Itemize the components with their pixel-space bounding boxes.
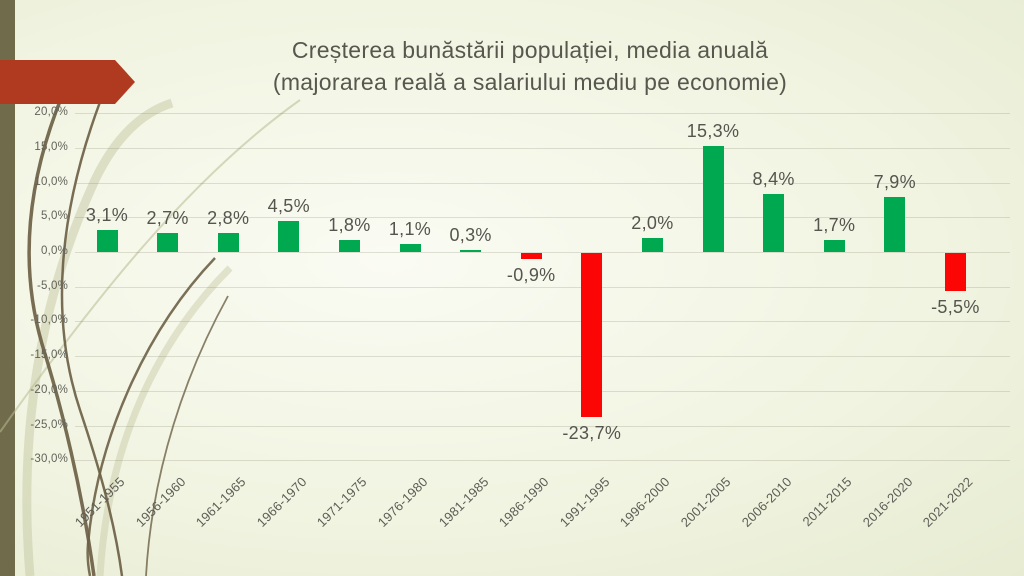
y-axis-label: -15,0% bbox=[30, 349, 68, 362]
gridline bbox=[75, 321, 1010, 323]
bar-value-label: 7,9% bbox=[873, 172, 916, 193]
y-axis-label: -30,0% bbox=[30, 453, 68, 466]
x-axis-label: 2001-2005 bbox=[677, 474, 734, 530]
bar bbox=[641, 238, 663, 252]
x-axis-label: 2011-2015 bbox=[799, 474, 855, 530]
bar-value-label: -0,9% bbox=[506, 265, 556, 286]
x-axis-label: 1981-1985 bbox=[435, 474, 492, 530]
x-axis-label: 1971-1975 bbox=[314, 474, 371, 530]
bar bbox=[217, 232, 239, 252]
x-axis-label: 2006-2010 bbox=[738, 474, 795, 530]
x-axis-label: 2016-2020 bbox=[859, 474, 916, 530]
y-axis-label: -25,0% bbox=[30, 418, 68, 431]
bar bbox=[338, 239, 360, 252]
slide-title: Creșterea bunăstării populației, media a… bbox=[100, 34, 960, 98]
gridline bbox=[75, 252, 1010, 253]
bar-value-label: 15,3% bbox=[686, 120, 740, 141]
bar bbox=[278, 220, 300, 252]
gridline bbox=[75, 425, 1010, 427]
slide-title-line2: (majorarea reală a salariului mediu pe e… bbox=[272, 69, 788, 95]
bar bbox=[399, 244, 421, 252]
bar bbox=[884, 197, 906, 252]
y-axis-label: 0,0% bbox=[40, 245, 68, 257]
x-axis-label: 1966-1970 bbox=[253, 474, 310, 530]
gridline bbox=[75, 390, 1010, 392]
x-axis-label: 1961-1965 bbox=[192, 474, 249, 530]
bar bbox=[823, 240, 845, 252]
bar-value-label: 1,1% bbox=[388, 219, 432, 240]
gridline bbox=[75, 356, 1010, 358]
bar-value-label: 0,3% bbox=[449, 224, 492, 245]
bar bbox=[944, 253, 966, 292]
x-axis-label: 2021-2022 bbox=[920, 474, 977, 530]
gridline bbox=[75, 147, 1010, 149]
gridline bbox=[75, 182, 1010, 184]
x-axis-label: 1951-1955 bbox=[71, 474, 128, 530]
x-axis-label: 1996-2000 bbox=[617, 474, 674, 530]
bar-value-label: -23,7% bbox=[562, 423, 622, 444]
bar-value-label: -5,5% bbox=[931, 297, 980, 318]
gridline bbox=[75, 286, 1010, 288]
x-axis-label: 1976-1980 bbox=[374, 474, 431, 530]
bar-value-label: 2,0% bbox=[631, 213, 674, 234]
y-axis-label: 20,0% bbox=[34, 106, 68, 119]
bar-value-label: 8,4% bbox=[752, 168, 795, 189]
bar bbox=[763, 193, 785, 252]
y-axis-label: -10,0% bbox=[30, 314, 68, 327]
y-axis-label: 10,0% bbox=[34, 175, 68, 188]
gridline bbox=[75, 217, 1010, 219]
x-axis-label: 1991-1995 bbox=[556, 474, 613, 530]
bar-value-label: 1,8% bbox=[328, 214, 371, 235]
bar bbox=[157, 233, 179, 252]
x-axis-label: 1956-1960 bbox=[132, 474, 189, 530]
y-axis-label: 15,0% bbox=[34, 140, 68, 153]
y-axis-label: -20,0% bbox=[30, 383, 68, 396]
y-axis-label: -5,0% bbox=[36, 279, 68, 292]
bar bbox=[702, 145, 724, 252]
bar bbox=[460, 249, 482, 252]
gridline bbox=[75, 113, 1010, 115]
y-axis-label: 5,0% bbox=[40, 210, 68, 223]
gridline bbox=[75, 460, 1010, 462]
slide-title-line1: Creșterea bunăstării populației, media a… bbox=[291, 37, 769, 63]
bar bbox=[581, 253, 603, 418]
bar bbox=[520, 253, 542, 260]
x-axis-label: 1986-1990 bbox=[495, 474, 552, 530]
bar-value-label: 1,7% bbox=[813, 215, 856, 236]
bar bbox=[96, 230, 118, 252]
